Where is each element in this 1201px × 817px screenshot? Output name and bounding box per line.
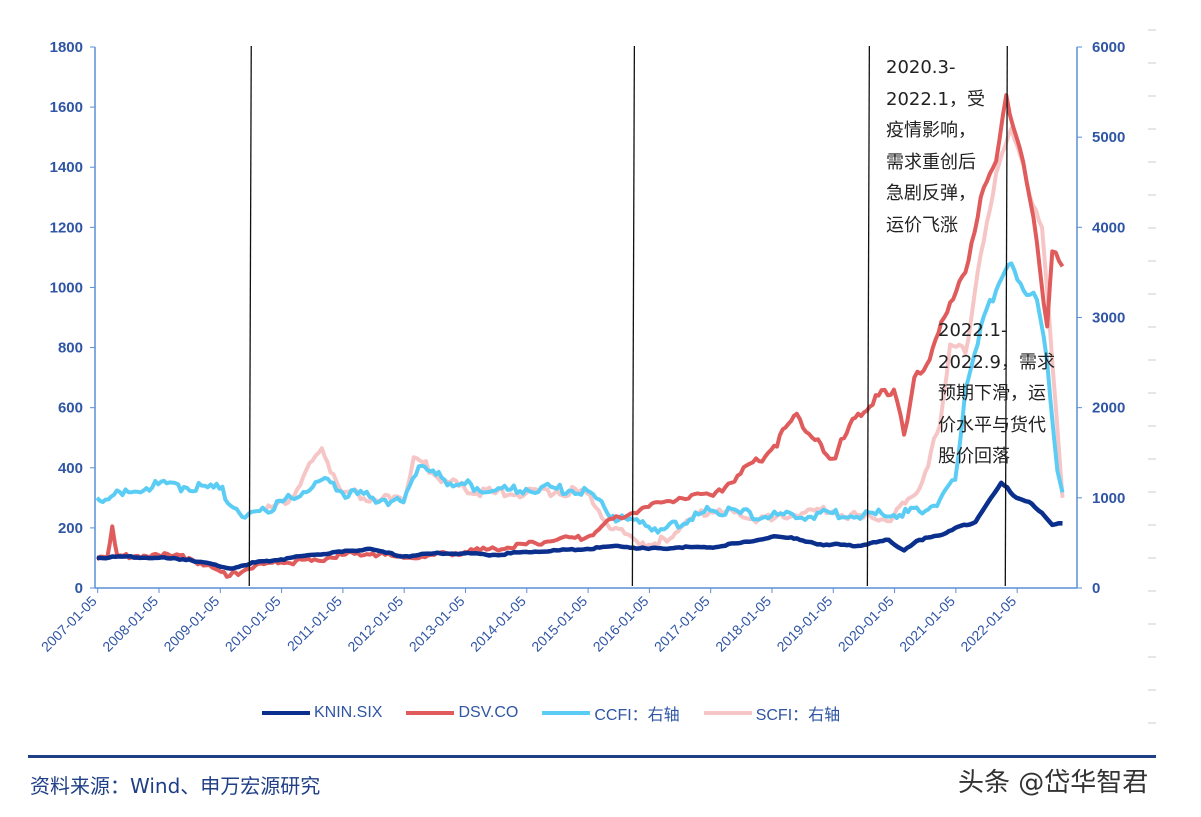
x-tick-label: 2008-01-05: [99, 593, 161, 655]
x-tick-label: 2011-01-05: [284, 593, 345, 654]
annotation-line: 急剧反弹，: [886, 183, 976, 204]
x-tick-label: 2016-01-05: [590, 593, 652, 655]
event-divider-line: [866, 45, 871, 587]
legend-swatch: [703, 711, 752, 715]
annotation-line: 2022.9，需求: [938, 351, 1055, 373]
x-tick-label: 2012-01-05: [344, 593, 406, 655]
y-left-tick-label: 0: [75, 580, 83, 597]
x-tick-label: 2019-01-05: [773, 593, 835, 655]
x-tick-label: 2017-01-05: [651, 593, 713, 655]
y-right-tick-label: 4000: [1092, 219, 1125, 236]
annotation-line: 2022.1-: [938, 320, 1008, 341]
x-tick-label: 2015-01-05: [528, 593, 590, 655]
legend: KNIN.SIX DSV.CO CCFI：右轴 SCFI：右轴: [262, 701, 864, 725]
y-left-tick-label: 200: [58, 520, 83, 537]
footer-divider: [28, 755, 1156, 758]
source-note: 资料来源：Wind、申万宏源研究: [30, 774, 321, 798]
legend-label: KNIN.SIX: [314, 704, 383, 721]
legend-swatch: [406, 711, 455, 715]
event-divider-line: [248, 45, 252, 587]
annotation-line: 价水平与货代: [938, 414, 1046, 436]
series-line-dsv: [95, 93, 1065, 579]
annotation-line: 2022.1，受: [886, 88, 985, 110]
event-divider-line: [631, 45, 636, 587]
annotation-1: 2020.3- 2022.1，受 疫情影响， 需求重创后急剧反弹， 运价飞涨: [886, 52, 985, 241]
x-tick-label: 2009-01-05: [160, 593, 222, 655]
legend-item-knin: KNIN.SIX: [262, 701, 382, 725]
y-right-tick-label: 5000: [1092, 129, 1125, 146]
x-tick-label: 2020-01-05: [835, 593, 897, 655]
y-right-tick-label: 3000: [1092, 310, 1125, 327]
legend-label: SCFI：右轴: [755, 707, 841, 724]
y-left-tick-label: 1800: [50, 39, 83, 56]
annotation-line: 疫情影响，: [886, 120, 976, 141]
x-tick-label: 2021-01-05: [896, 593, 958, 655]
x-tick-label: 2007-01-05: [38, 593, 100, 655]
series-line-knin: [97, 480, 1063, 571]
annotation-line: 运价飞涨: [886, 214, 958, 236]
annotation-line: 股价回落: [938, 446, 1010, 467]
y-right-tick-label: 6000: [1092, 39, 1125, 56]
event-divider-line: [1004, 45, 1008, 587]
y-left-tick-label: 400: [58, 460, 83, 477]
legend-label: DSV.CO: [458, 704, 519, 721]
legend-item-scfi: SCFI：右轴: [703, 701, 841, 725]
legend-swatch: [542, 711, 591, 715]
x-tick-label: 2010-01-05: [222, 593, 284, 655]
x-tick-label: 2018-01-05: [712, 593, 774, 655]
y-left-tick-label: 1000: [50, 279, 83, 296]
y-right-tick-label: 1000: [1092, 490, 1125, 507]
y-left-tick-label: 1400: [50, 159, 83, 176]
y-left-tick-label: 1600: [50, 99, 83, 116]
x-tick-label: 2014-01-05: [467, 593, 529, 655]
annotation-2: 2022.1- 2022.9，需求 预期下滑，运 价水平与货代 股价回落: [938, 315, 1055, 473]
y-right-tick-label: 0: [1092, 580, 1100, 597]
legend-label: CCFI：右轴: [594, 707, 680, 724]
x-tick-label: 2013-01-05: [406, 593, 468, 655]
watermark: 头条 @岱华智君: [958, 768, 1149, 798]
y-left-tick-label: 1200: [50, 219, 83, 236]
legend-swatch: [262, 711, 310, 715]
annotation-line: 2020.3-: [886, 57, 956, 78]
series-line-ccfi: [95, 261, 1065, 535]
y-left-tick-label: 800: [58, 340, 83, 357]
legend-item-dsv: DSV.CO: [406, 701, 518, 725]
annotation-line: 需求重创后: [886, 151, 976, 173]
y-right-tick-label: 2000: [1092, 400, 1125, 417]
y-left-tick-label: 600: [58, 400, 83, 417]
annotation-line: 预期下滑，运: [938, 383, 1046, 404]
legend-item-ccfi: CCFI：右轴: [542, 701, 680, 725]
x-tick-label: 2022-01-05: [957, 593, 1019, 655]
